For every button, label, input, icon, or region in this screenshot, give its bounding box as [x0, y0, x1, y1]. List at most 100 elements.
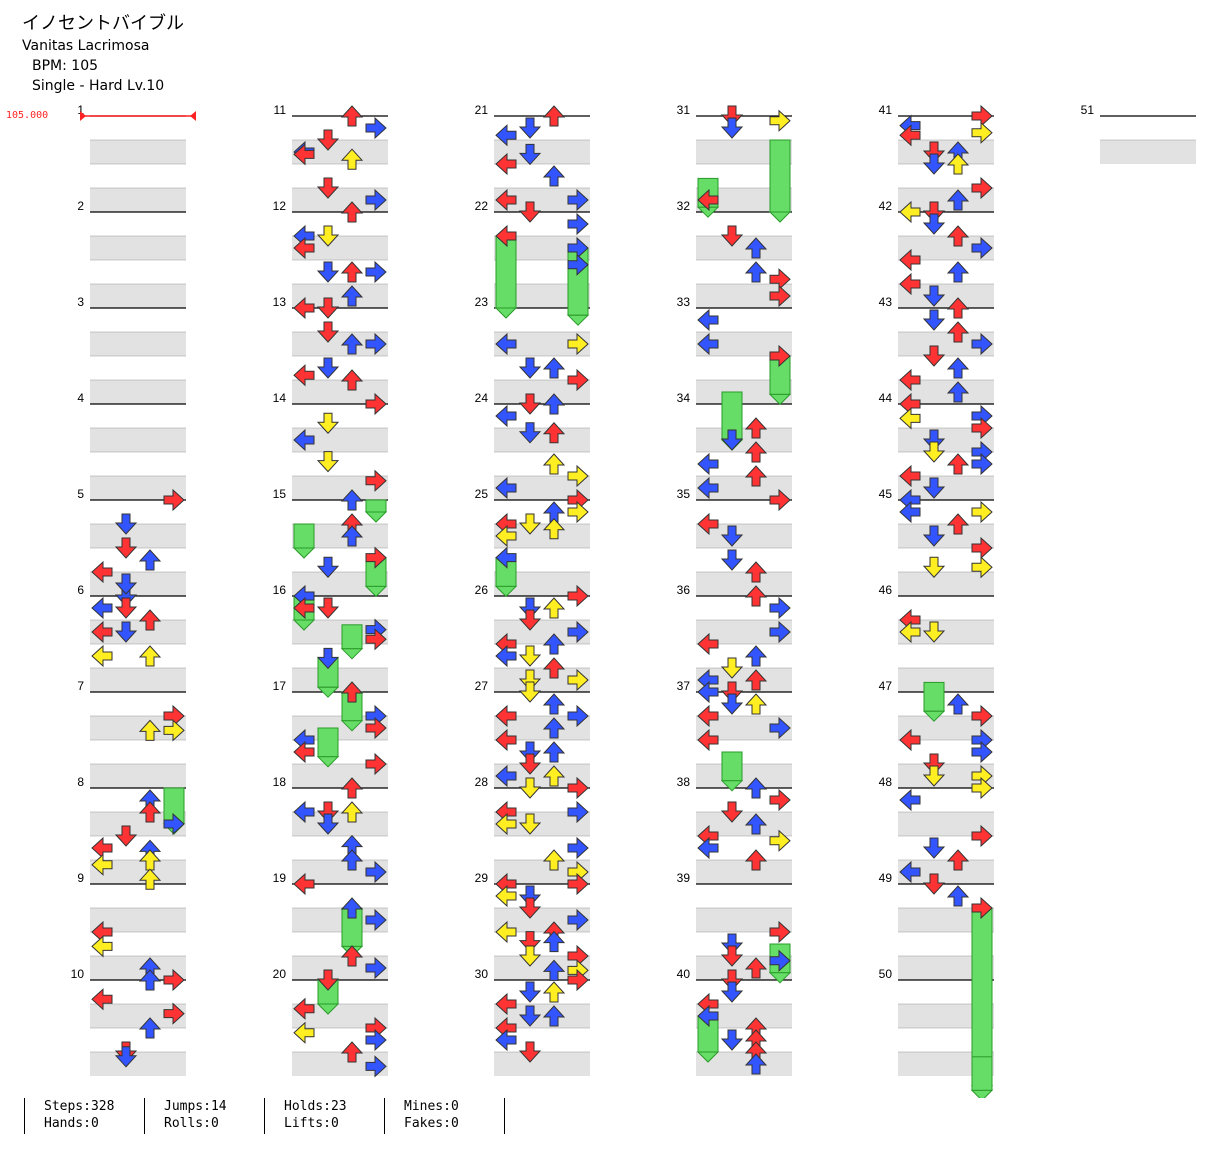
up-arrow-note — [744, 957, 768, 979]
hold-tail — [316, 686, 340, 698]
up-arrow-note — [138, 969, 162, 991]
right-arrow-note — [567, 800, 589, 824]
down-arrow-note — [114, 1046, 138, 1068]
measure-number: 23 — [475, 295, 489, 309]
left-arrow-note — [293, 584, 315, 608]
down-arrow-note — [720, 981, 744, 1003]
beat-band — [90, 332, 186, 356]
down-arrow-note — [922, 525, 946, 547]
right-arrow-note — [769, 716, 791, 740]
down-arrow-note — [922, 201, 946, 223]
left-arrow-note — [899, 500, 921, 524]
up-arrow-note — [340, 777, 364, 799]
down-arrow-note — [720, 969, 744, 991]
up-arrow-note — [946, 849, 970, 871]
right-arrow-note — [769, 620, 791, 644]
right-arrow-note — [365, 628, 387, 651]
down-arrow-note — [316, 357, 340, 379]
up-arrow-note — [138, 868, 162, 890]
down-arrow-note — [518, 1005, 542, 1027]
right-arrow-note — [365, 116, 387, 140]
up-arrow-note — [340, 489, 364, 511]
down-arrow-note — [922, 213, 946, 235]
down-arrow-note — [316, 261, 340, 283]
up-arrow-note — [340, 849, 364, 871]
left-arrow-note — [495, 404, 517, 428]
song-header: イノセントバイブル Vanitas Lacrimosa BPM: 105 Sin… — [22, 12, 184, 96]
jumps-count: Jumps:14 — [164, 1099, 227, 1114]
beat-band — [696, 236, 792, 260]
right-arrow-note — [365, 860, 387, 884]
measure-number: 8 — [77, 775, 84, 789]
measure-number: 11 — [274, 103, 287, 117]
right-arrow-note — [567, 908, 589, 932]
beat-band — [696, 764, 792, 788]
fakes-count: Fakes:0 — [404, 1116, 459, 1131]
up-arrow-note — [542, 393, 566, 415]
measure-number: 35 — [677, 487, 691, 501]
right-arrow-note — [769, 109, 791, 132]
down-arrow-note — [922, 837, 946, 859]
measure-number: 45 — [879, 487, 893, 501]
down-arrow-note — [922, 753, 946, 775]
hold-tail — [316, 756, 340, 768]
left-arrow-note — [899, 620, 921, 644]
beat-band — [90, 236, 186, 260]
left-arrow-note — [899, 464, 921, 488]
right-arrow-note — [365, 908, 387, 932]
down-arrow-note — [922, 441, 946, 463]
left-arrow-note — [899, 488, 921, 512]
down-arrow-note — [922, 621, 946, 643]
hold-tail — [292, 547, 316, 559]
left-arrow-note — [697, 308, 719, 332]
left-arrow-note — [495, 152, 517, 176]
stats-divider — [144, 1098, 145, 1134]
up-arrow-note — [946, 261, 970, 283]
left-arrow-note — [495, 644, 517, 668]
left-arrow-note — [495, 1028, 517, 1052]
left-arrow-note — [899, 608, 921, 632]
right-arrow-note — [365, 1055, 387, 1078]
hold-tail — [340, 720, 364, 732]
down-arrow-note — [518, 513, 542, 535]
left-arrow-note — [899, 728, 921, 752]
stats-divider — [264, 1098, 265, 1134]
step-chart: 1234567891011121314151617181920212223242… — [71, 103, 1196, 1098]
measure-number: 1 — [77, 103, 84, 117]
measure-number: 10 — [71, 967, 85, 981]
measure-number: 9 — [77, 871, 84, 885]
hold-tail — [494, 307, 518, 319]
up-arrow-note — [744, 849, 768, 871]
measure-number: 32 — [677, 199, 691, 213]
up-arrow-note — [340, 285, 364, 307]
beat-band — [292, 668, 388, 692]
left-arrow-note — [495, 764, 517, 788]
up-arrow-note — [744, 261, 768, 283]
up-arrow-note — [744, 813, 768, 835]
up-arrow-note — [744, 465, 768, 487]
down-arrow-note — [720, 525, 744, 547]
measure-number: 3 — [77, 295, 84, 309]
hold-body — [365, 499, 387, 513]
left-arrow-note — [697, 704, 719, 728]
up-arrow-note — [542, 741, 566, 763]
left-arrow-note — [697, 512, 719, 536]
up-arrow-note — [138, 801, 162, 823]
up-arrow-note — [542, 633, 566, 655]
left-arrow-note — [495, 188, 517, 212]
hold-body — [923, 681, 945, 712]
up-arrow-note — [946, 357, 970, 379]
down-arrow-note — [518, 945, 542, 967]
right-arrow-note — [567, 704, 589, 728]
down-arrow-note — [316, 177, 340, 199]
down-arrow-note — [518, 422, 542, 444]
down-arrow-note — [518, 117, 542, 139]
right-arrow-note — [365, 188, 387, 212]
left-arrow-note — [899, 860, 921, 884]
left-arrow-note — [697, 836, 719, 860]
measure-number: 27 — [475, 679, 489, 693]
right-arrow-note — [365, 752, 387, 776]
beat-band — [90, 140, 186, 164]
hold-tail — [922, 710, 946, 722]
measure-number: 19 — [273, 871, 287, 885]
